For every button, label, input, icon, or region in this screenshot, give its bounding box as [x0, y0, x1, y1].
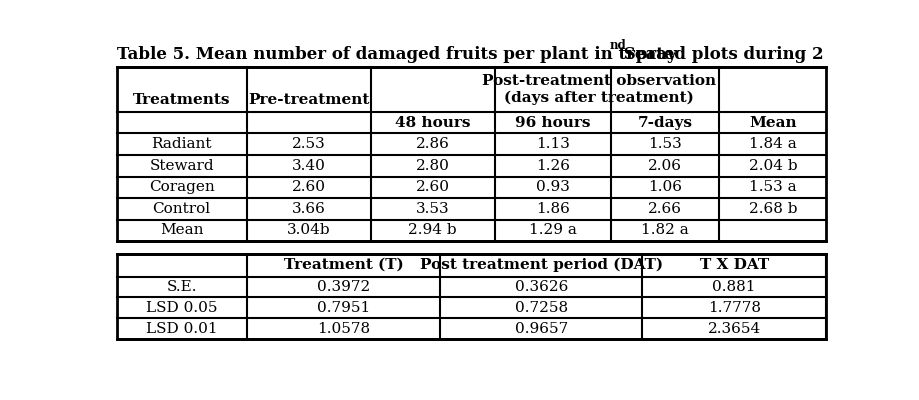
Bar — [117, 67, 825, 241]
Text: 2.68 b: 2.68 b — [748, 202, 797, 216]
Text: 2.60: 2.60 — [415, 180, 449, 194]
Text: 1.06: 1.06 — [648, 180, 682, 194]
Text: S.E.: S.E. — [166, 280, 197, 294]
Text: 1.26: 1.26 — [535, 159, 569, 173]
Text: 0.9657: 0.9657 — [514, 322, 567, 336]
Text: 7-days: 7-days — [637, 116, 692, 130]
Text: Treatments: Treatments — [132, 93, 230, 107]
Text: 2.53: 2.53 — [291, 137, 325, 151]
Text: 2.3654: 2.3654 — [707, 322, 760, 336]
Text: 2.80: 2.80 — [415, 159, 449, 173]
Text: Radiant: Radiant — [152, 137, 211, 151]
Text: Pre-treatment: Pre-treatment — [248, 93, 369, 107]
Bar — [117, 254, 825, 339]
Text: 1.53 a: 1.53 a — [748, 180, 796, 194]
Text: 2.06: 2.06 — [648, 159, 682, 173]
Text: 1.0578: 1.0578 — [317, 322, 369, 336]
Text: 0.7258: 0.7258 — [514, 301, 567, 315]
Text: 3.53: 3.53 — [415, 202, 449, 216]
Text: Table 5. Mean number of damaged fruits per plant in treated plots during 2: Table 5. Mean number of damaged fruits p… — [118, 46, 823, 64]
Text: Post treatment period (DAT): Post treatment period (DAT) — [419, 258, 662, 272]
Text: 1.7778: 1.7778 — [707, 301, 760, 315]
Text: 96 hours: 96 hours — [515, 116, 590, 130]
Text: 1.82 a: 1.82 a — [641, 224, 688, 238]
Text: 0.93: 0.93 — [536, 180, 569, 194]
Text: Steward: Steward — [149, 159, 214, 173]
Text: Mean: Mean — [748, 116, 796, 130]
Text: 2.04 b: 2.04 b — [748, 159, 797, 173]
Text: 48 hours: 48 hours — [394, 116, 470, 130]
Text: 2.94 b: 2.94 b — [408, 224, 457, 238]
Text: Control: Control — [153, 202, 210, 216]
Text: LSD 0.05: LSD 0.05 — [146, 301, 217, 315]
Text: Coragen: Coragen — [149, 180, 214, 194]
Text: 0.7951: 0.7951 — [317, 301, 369, 315]
Text: 3.40: 3.40 — [291, 159, 325, 173]
Text: 2.86: 2.86 — [415, 137, 449, 151]
Text: 3.04b: 3.04b — [287, 224, 330, 238]
Text: 1.13: 1.13 — [536, 137, 569, 151]
Text: 1.29 a: 1.29 a — [528, 224, 576, 238]
Text: Post-treatment observation
(days after treatment): Post-treatment observation (days after t… — [481, 74, 715, 106]
Text: T X DAT: T X DAT — [699, 258, 768, 272]
Text: Mean: Mean — [160, 224, 203, 238]
Text: 1.53: 1.53 — [648, 137, 681, 151]
Text: 0.3626: 0.3626 — [514, 280, 567, 294]
Text: 2.66: 2.66 — [648, 202, 682, 216]
Text: 1.84 a: 1.84 a — [748, 137, 796, 151]
Text: Treatment (T): Treatment (T) — [283, 258, 403, 272]
Text: LSD 0.01: LSD 0.01 — [146, 322, 217, 336]
Text: 1.86: 1.86 — [536, 202, 569, 216]
Text: 0.3972: 0.3972 — [317, 280, 369, 294]
Text: nd: nd — [608, 39, 626, 52]
Text: Spray: Spray — [618, 46, 675, 64]
Text: 3.66: 3.66 — [291, 202, 325, 216]
Text: 0.881: 0.881 — [711, 280, 755, 294]
Text: 2.60: 2.60 — [291, 180, 325, 194]
